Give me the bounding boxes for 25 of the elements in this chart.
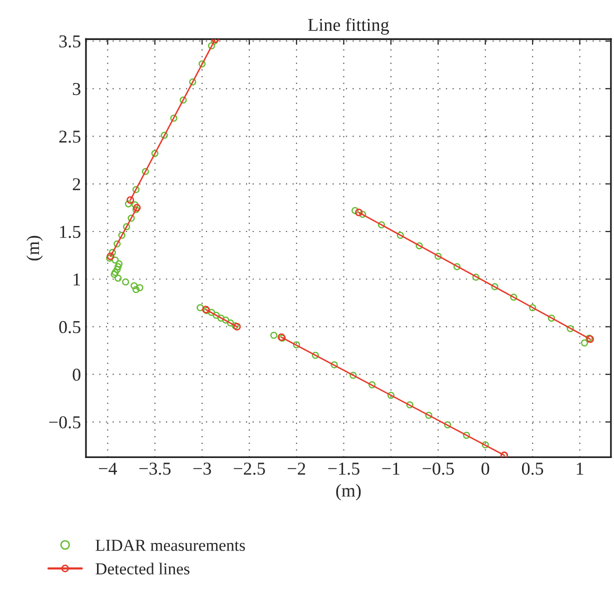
x-tick-label: −3.5 [139,462,171,475]
x-tick-label: −1 [382,462,400,475]
y-tick-label: 1.5 [60,226,80,238]
x-tick-label: 0.5 [522,462,544,475]
x-axis-title: (m) [336,484,361,500]
x-tick-label: 1 [576,462,584,475]
y-tick-label: 2.5 [59,130,80,143]
y-tick-label: 3 [72,82,80,96]
legend-label: LIDAR measurements [96,540,245,551]
y-tick-label: 1 [74,273,80,286]
y-tick-label: 0.5 [59,320,80,334]
y-tick-label: 0 [72,368,80,381]
x-tick-label: −3 [193,462,211,475]
y-axis-title: (m) [26,236,43,260]
x-tick-label: −0.5 [422,462,454,475]
x-tick-label: −2 [288,462,306,475]
y-tick-label: 2 [72,178,80,190]
y-tick-label: 3.5 [59,35,80,48]
legend-label: Detected lines [96,562,190,574]
x-tick-label: −4 [98,462,117,475]
y-tick-label: −0.5 [49,416,80,428]
x-tick-label: −2.5 [234,462,265,475]
x-tick-label: 0 [482,462,490,475]
chart-title: Line fitting [308,18,389,35]
x-tick-label: −1.5 [328,462,360,475]
